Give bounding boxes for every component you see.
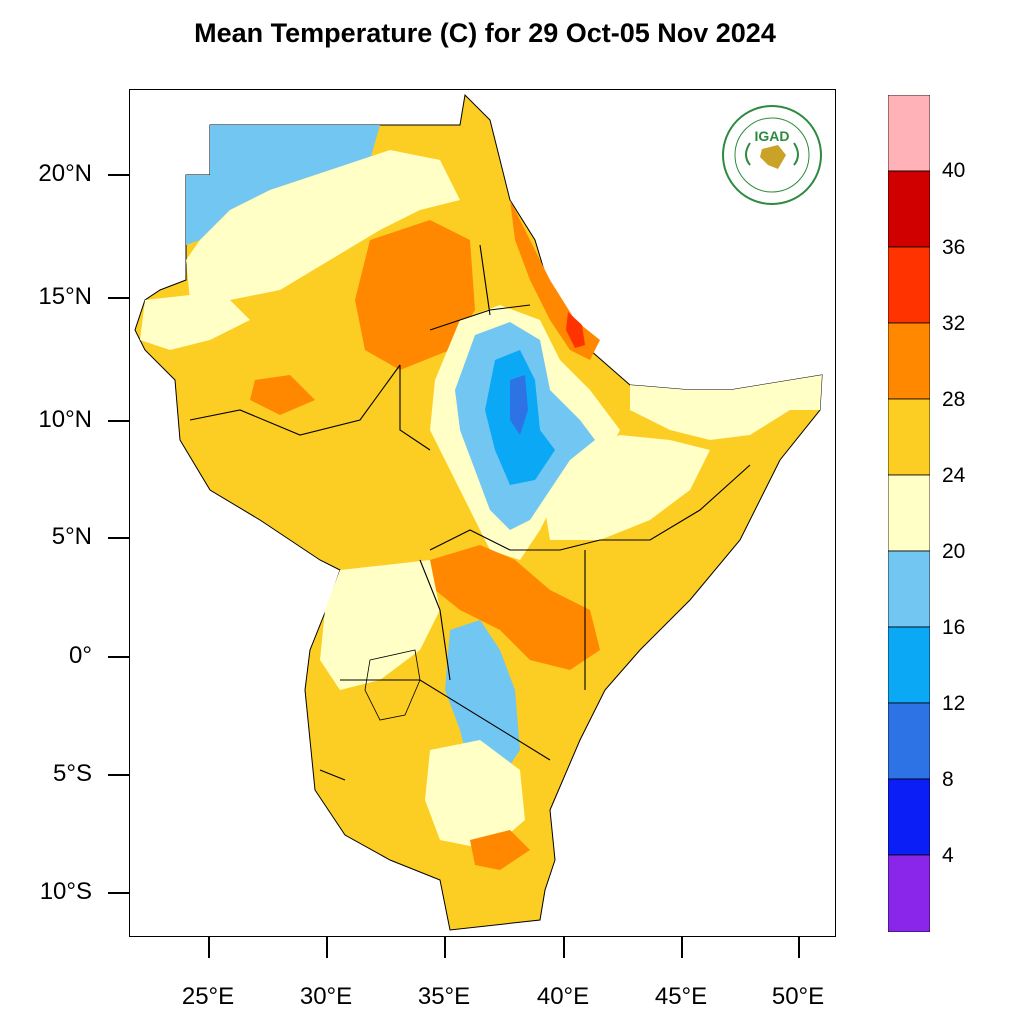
region-pale-tanzania — [425, 740, 525, 850]
y-tick — [108, 892, 129, 894]
logo-text: IGAD — [755, 128, 790, 144]
y-tick — [108, 774, 129, 776]
colorbar-label: 40 — [942, 159, 966, 182]
region-hot-tanzania — [470, 830, 530, 870]
region-pale-west — [140, 295, 250, 350]
region-hot-sudan-1 — [355, 220, 475, 370]
colorbar-swatch — [887, 626, 931, 704]
y-tick — [108, 174, 129, 176]
region-pale-north — [186, 150, 460, 300]
y-tick-label: 0° — [69, 642, 92, 669]
y-tick — [108, 420, 129, 422]
region-coldest-ethiopia — [510, 375, 528, 435]
colorbar-swatch — [887, 170, 931, 248]
colorbar-label: 20 — [942, 540, 966, 563]
region-hot-sudan-2 — [250, 375, 315, 415]
y-tick-label: 20°N — [38, 160, 92, 187]
region-hot-coast — [510, 200, 600, 360]
x-tick — [563, 937, 565, 958]
region-pale-ogaden — [545, 435, 710, 540]
region-hottest-coast — [566, 312, 585, 348]
colorbar-label: 24 — [942, 464, 966, 487]
colorbar — [887, 94, 931, 933]
x-tick — [208, 937, 210, 958]
country-borders — [189, 244, 751, 781]
y-tick — [108, 537, 129, 539]
colorbar-label: 28 — [942, 388, 966, 411]
y-tick — [108, 656, 129, 658]
region-cool-northwest — [186, 125, 380, 245]
colorbar-label: 32 — [942, 312, 966, 335]
x-tick-label: 30°E — [299, 983, 353, 1010]
y-tick-label: 10°N — [38, 406, 92, 433]
colorbar-swatch — [887, 550, 931, 628]
x-tick-label: 45°E — [654, 983, 708, 1010]
temperature-map — [134, 93, 823, 931]
x-tick — [444, 937, 446, 958]
region-pale-horn — [630, 375, 822, 440]
x-tick — [681, 937, 683, 958]
y-tick-label: 15°N — [38, 283, 92, 310]
x-tick-label: 40°E — [536, 983, 590, 1010]
x-tick-label: 35°E — [417, 983, 471, 1010]
region-pale-uganda — [320, 560, 440, 690]
map-area — [129, 89, 836, 937]
colorbar-label: 16 — [942, 616, 966, 639]
region-hot-kenya — [430, 545, 600, 670]
colorbar-swatch — [887, 474, 931, 552]
y-tick-label: 5°N — [51, 523, 92, 550]
lake-victoria — [364, 649, 421, 721]
colorbar-swatch — [887, 94, 931, 172]
colorbar-swatch — [887, 778, 931, 856]
colorbar-swatch — [887, 398, 931, 476]
y-tick-label: 10°S — [39, 878, 92, 905]
y-tick — [108, 297, 129, 299]
map-title: Mean Temperature (C) for 29 Oct-05 Nov 2… — [194, 18, 776, 48]
x-tick — [326, 937, 328, 958]
colorbar-label: 12 — [942, 692, 966, 715]
colorbar-swatch — [887, 702, 931, 780]
y-tick-label: 5°S — [53, 760, 92, 787]
colorbar-label: 36 — [942, 236, 966, 259]
colorbar-swatch — [887, 854, 931, 933]
colorbar-label: 8 — [942, 768, 954, 791]
colorbar-swatch — [887, 246, 931, 324]
colorbar-label: 4 — [942, 844, 954, 867]
x-tick-label: 50°E — [771, 983, 825, 1010]
colorbar-swatch — [887, 322, 931, 400]
x-tick-label: 25°E — [181, 983, 235, 1010]
region-cool-kenya — [445, 620, 520, 780]
x-tick — [798, 937, 800, 958]
igad-logo: IGAD — [720, 103, 824, 207]
